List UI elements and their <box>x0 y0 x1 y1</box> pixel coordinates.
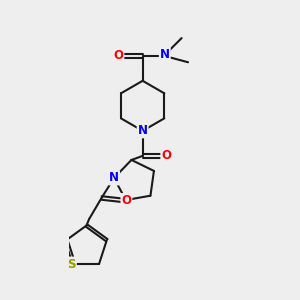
Text: O: O <box>113 49 123 62</box>
Text: N: N <box>138 124 148 137</box>
Text: N: N <box>160 48 170 61</box>
Text: O: O <box>161 149 171 162</box>
Text: O: O <box>122 194 131 207</box>
Text: S: S <box>68 257 76 271</box>
Text: N: N <box>109 172 119 184</box>
